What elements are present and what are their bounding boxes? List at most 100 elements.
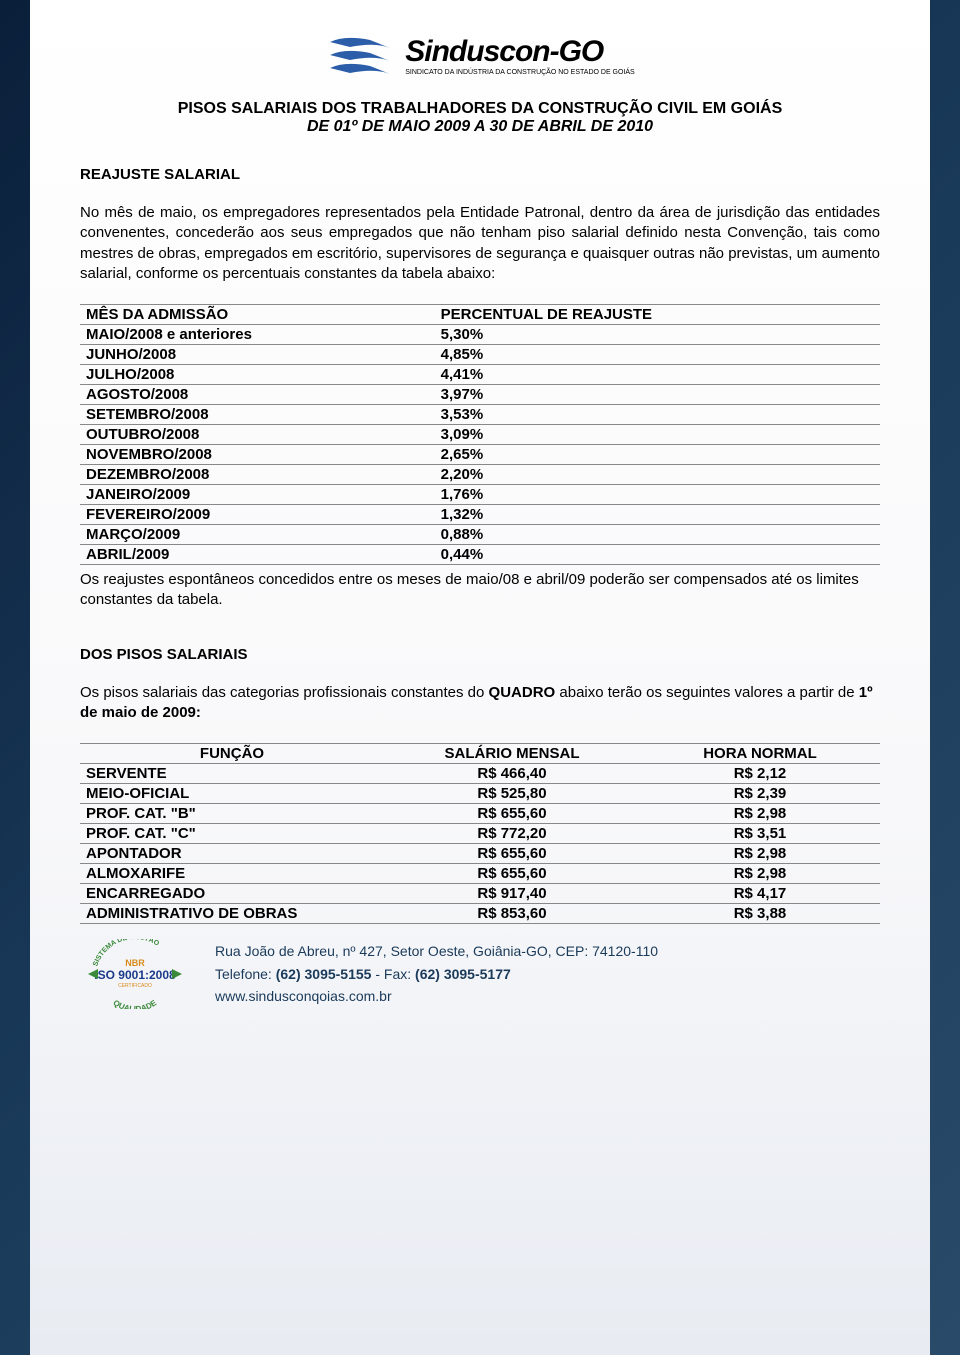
table-row: ADMINISTRATIVO DE OBRASR$ 853,60R$ 3,88: [80, 904, 880, 924]
table-cell: R$ 772,20: [384, 824, 640, 844]
pisos-table: FUNÇÃOSALÁRIO MENSALHORA NORMAL SERVENTE…: [80, 743, 880, 924]
reajuste-note: Os reajustes espontâneos concedidos entr…: [80, 570, 880, 611]
table-cell: PROF. CAT. "B": [80, 804, 384, 824]
table-cell: 3,53%: [435, 405, 880, 425]
footer-text: Rua João de Abreu, nº 427, Setor Oeste, …: [215, 940, 658, 1007]
table-row: FEVEREIRO/20091,32%: [80, 505, 880, 525]
table-cell: R$ 2,98: [640, 864, 880, 884]
table-cell: NOVEMBRO/2008: [80, 445, 435, 465]
iso-badge-icon: SISTEMA DE GESTÃO NBR ISO 9001:2008 CERT…: [80, 939, 190, 1009]
table-cell: 1,76%: [435, 485, 880, 505]
table-header-cell: SALÁRIO MENSAL: [384, 744, 640, 764]
table-cell: OUTUBRO/2008: [80, 425, 435, 445]
table-row: AGOSTO/20083,97%: [80, 385, 880, 405]
table-cell: JUNHO/2008: [80, 345, 435, 365]
table-row: MAIO/2008 e anteriores5,30%: [80, 325, 880, 345]
table-row: ALMOXARIFER$ 655,60R$ 2,98: [80, 864, 880, 884]
table-cell: R$ 3,88: [640, 904, 880, 924]
table-row: DEZEMBRO/20082,20%: [80, 465, 880, 485]
table-header-cell: MÊS DA ADMISSÃO: [80, 305, 435, 325]
table-row: ABRIL/20090,44%: [80, 545, 880, 565]
reajuste-header-row: MÊS DA ADMISSÃOPERCENTUAL DE REAJUSTE: [80, 305, 880, 325]
logo-sub-text: SINDICATO DA INDÚSTRIA DA CONSTRUÇÃO NO …: [405, 69, 634, 76]
table-cell: R$ 525,80: [384, 784, 640, 804]
table-cell: R$ 466,40: [384, 764, 640, 784]
table-row: OUTUBRO/20083,09%: [80, 425, 880, 445]
intro-bold-1: QUADRO: [489, 684, 556, 701]
table-cell: ADMINISTRATIVO DE OBRAS: [80, 904, 384, 924]
table-cell: 3,97%: [435, 385, 880, 405]
logo-text: Sinduscon-GO SINDICATO DA INDÚSTRIA DA C…: [405, 35, 634, 76]
table-cell: R$ 853,60: [384, 904, 640, 924]
table-cell: 4,41%: [435, 365, 880, 385]
tel-number: (62) 3095-5155: [276, 966, 372, 982]
table-cell: PROF. CAT. "C": [80, 824, 384, 844]
table-row: JUNHO/20084,85%: [80, 345, 880, 365]
table-cell: MAIO/2008 e anteriores: [80, 325, 435, 345]
table-cell: FEVEREIRO/2009: [80, 505, 435, 525]
table-row: PROF. CAT. "B"R$ 655,60R$ 2,98: [80, 804, 880, 824]
table-row: MEIO-OFICIALR$ 525,80R$ 2,39: [80, 784, 880, 804]
table-cell: ABRIL/2009: [80, 545, 435, 565]
table-row: ENCARREGADOR$ 917,40R$ 4,17: [80, 884, 880, 904]
table-cell: 2,65%: [435, 445, 880, 465]
intro-mid: abaixo terão os seguintes valores a part…: [555, 684, 859, 701]
table-cell: ENCARREGADO: [80, 884, 384, 904]
table-cell: 2,20%: [435, 465, 880, 485]
table-cell: 4,85%: [435, 345, 880, 365]
table-row: JANEIRO/20091,76%: [80, 485, 880, 505]
section1-body: No mês de maio, os empregadores represen…: [80, 203, 880, 284]
svg-text:NBR: NBR: [125, 958, 145, 968]
footer: SISTEMA DE GESTÃO NBR ISO 9001:2008 CERT…: [80, 939, 880, 1009]
table-cell: R$ 655,60: [384, 804, 640, 824]
document-page: Sinduscon-GO SINDICATO DA INDÚSTRIA DA C…: [30, 0, 930, 1355]
intro-text: Os pisos salariais das categorias profis…: [80, 684, 489, 701]
table-header-cell: FUNÇÃO: [80, 744, 384, 764]
svg-text:ISO 9001:2008: ISO 9001:2008: [94, 968, 176, 982]
section2-heading: DOS PISOS SALARIAIS: [80, 646, 880, 663]
footer-address: Rua João de Abreu, nº 427, Setor Oeste, …: [215, 940, 658, 962]
table-cell: 3,09%: [435, 425, 880, 445]
table-row: NOVEMBRO/20082,65%: [80, 445, 880, 465]
table-cell: SERVENTE: [80, 764, 384, 784]
table-cell: R$ 2,12: [640, 764, 880, 784]
table-cell: R$ 3,51: [640, 824, 880, 844]
table-cell: R$ 4,17: [640, 884, 880, 904]
table-cell: 0,44%: [435, 545, 880, 565]
fax-label: - Fax:: [371, 966, 415, 982]
table-header-cell: HORA NORMAL: [640, 744, 880, 764]
table-cell: SETEMBRO/2008: [80, 405, 435, 425]
table-cell: R$ 655,60: [384, 844, 640, 864]
reajuste-table: MÊS DA ADMISSÃOPERCENTUAL DE REAJUSTE MA…: [80, 304, 880, 565]
tel-label: Telefone:: [215, 966, 276, 982]
table-row: APONTADORR$ 655,60R$ 2,98: [80, 844, 880, 864]
table-cell: APONTADOR: [80, 844, 384, 864]
section1-heading: REAJUSTE SALARIAL: [80, 166, 880, 183]
title-line-1: PISOS SALARIAIS DOS TRABALHADORES DA CON…: [80, 100, 880, 118]
svg-text:QUALIDADE: QUALIDADE: [112, 998, 159, 1009]
table-cell: MARÇO/2009: [80, 525, 435, 545]
logo-main-text: Sinduscon-GO: [405, 35, 634, 69]
pisos-header-row: FUNÇÃOSALÁRIO MENSALHORA NORMAL: [80, 744, 880, 764]
table-cell: ALMOXARIFE: [80, 864, 384, 884]
section2-intro: Os pisos salariais das categorias profis…: [80, 683, 880, 724]
table-cell: AGOSTO/2008: [80, 385, 435, 405]
table-cell: JANEIRO/2009: [80, 485, 435, 505]
table-row: MARÇO/20090,88%: [80, 525, 880, 545]
logo: Sinduscon-GO SINDICATO DA INDÚSTRIA DA C…: [80, 30, 880, 80]
table-cell: R$ 655,60: [384, 864, 640, 884]
table-row: PROF. CAT. "C"R$ 772,20R$ 3,51: [80, 824, 880, 844]
table-cell: R$ 2,39: [640, 784, 880, 804]
table-row: SERVENTER$ 466,40R$ 2,12: [80, 764, 880, 784]
table-header-cell: PERCENTUAL DE REAJUSTE: [435, 305, 880, 325]
table-cell: R$ 2,98: [640, 804, 880, 824]
table-cell: MEIO-OFICIAL: [80, 784, 384, 804]
table-cell: R$ 917,40: [384, 884, 640, 904]
table-row: SETEMBRO/20083,53%: [80, 405, 880, 425]
fax-number: (62) 3095-5177: [415, 966, 511, 982]
footer-telephone: Telefone: (62) 3095-5155 - Fax: (62) 309…: [215, 963, 658, 985]
table-cell: R$ 2,98: [640, 844, 880, 864]
footer-website: www.sindusconqoias.com.br: [215, 985, 658, 1007]
svg-text:CERTIFICADO: CERTIFICADO: [118, 983, 152, 989]
table-cell: 5,30%: [435, 325, 880, 345]
